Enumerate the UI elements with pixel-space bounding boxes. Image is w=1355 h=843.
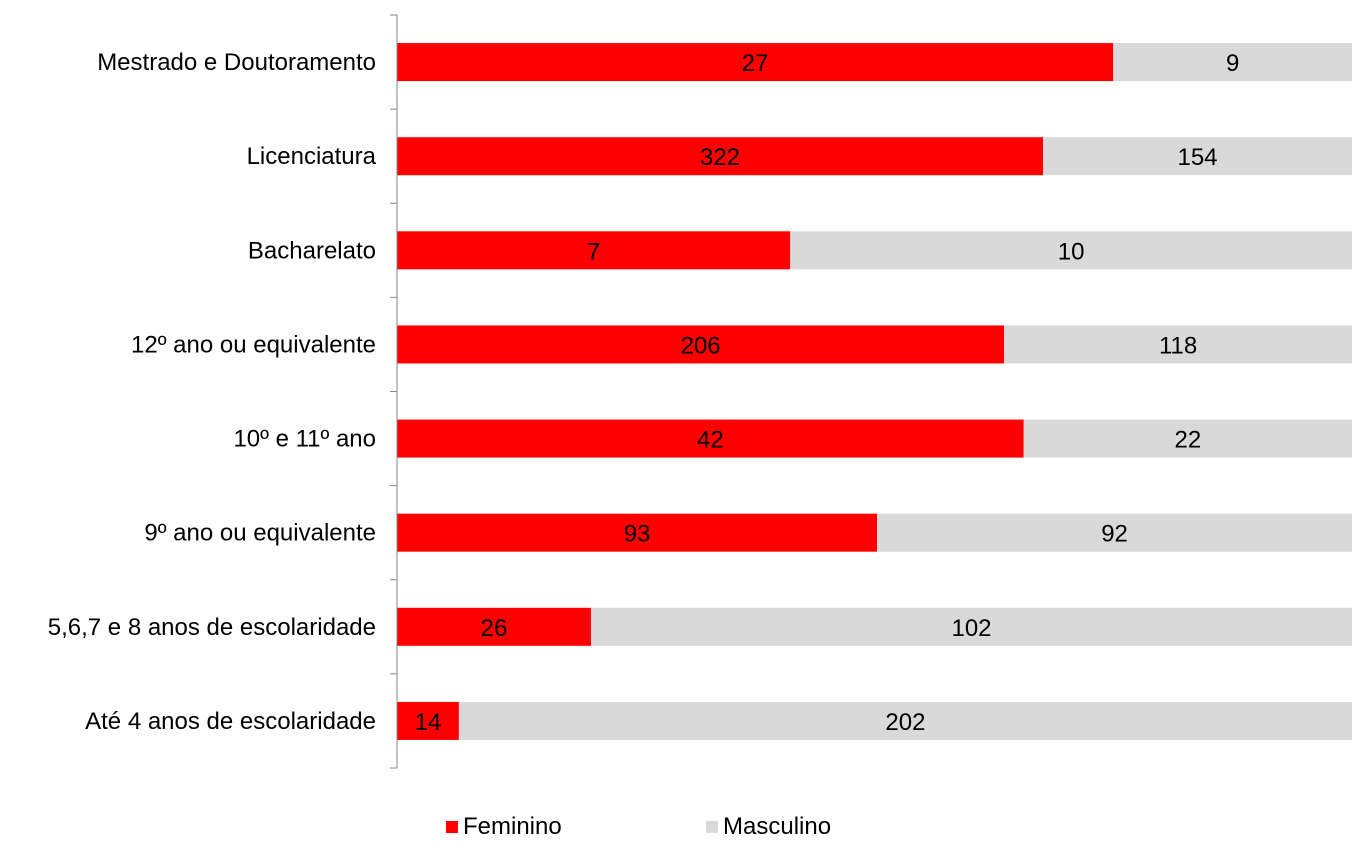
bar-feminino-9-ano-ou-equivalente: [397, 513, 878, 552]
data-label-masculino-mestrado-e-doutoramento: 9: [1226, 50, 1239, 77]
data-label-masculino-ate-4-anos-de-escolaridade: 202: [885, 709, 925, 736]
bars-group: [397, 43, 1352, 740]
data-label-masculino-licenciatura: 154: [1177, 144, 1217, 171]
data-label-feminino-mestrado-e-doutoramento: 27: [742, 50, 769, 77]
bar-masculino-12-ano-ou-equivalente: [1004, 325, 1352, 364]
bar-masculino-10-e-11-ano: [1023, 419, 1352, 458]
data-label-feminino-12-ano-ou-equivalente: 206: [681, 332, 721, 359]
bar-masculino-5-6-7-e-8-anos-de-escolaridade: [590, 607, 1352, 646]
bar-feminino-ate-4-anos-de-escolaridade: [397, 701, 459, 740]
legend-swatch-masculino: [706, 821, 718, 833]
category-label-10-e-11-ano: 10º e 11º ano: [233, 426, 376, 453]
bar-masculino-licenciatura: [1043, 137, 1352, 176]
legend-swatch-feminino: [446, 821, 458, 833]
category-label-12-ano-ou-equivalente: 12º ano ou equivalente: [131, 331, 376, 358]
data-label-feminino-ate-4-anos-de-escolaridade: 14: [415, 709, 442, 736]
data-label-masculino-9-ano-ou-equivalente: 92: [1101, 521, 1128, 548]
data-label-masculino-bacharelato: 10: [1058, 238, 1085, 265]
data-label-masculino-12-ano-ou-equivalente: 118: [1159, 332, 1197, 359]
bar-feminino-12-ano-ou-equivalente: [397, 325, 1005, 364]
legend: Feminino Masculino: [0, 813, 1355, 843]
data-label-feminino-licenciatura: 322: [700, 144, 740, 171]
category-label-9-ano-ou-equivalente: 9º ano ou equivalente: [144, 520, 376, 547]
bar-feminino-bacharelato: [397, 231, 791, 270]
bar-feminino-10-e-11-ano: [397, 419, 1024, 458]
category-label-mestrado-e-doutoramento: Mestrado e Doutoramento: [97, 49, 376, 76]
category-axis: [390, 14, 398, 769]
bar-masculino-9-ano-ou-equivalente: [877, 513, 1352, 552]
data-label-feminino-bacharelato: 7: [587, 238, 600, 265]
data-label-feminino-5-6-7-e-8-anos-de-escolaridade: 26: [481, 615, 508, 642]
bar-feminino-licenciatura: [397, 137, 1044, 176]
legend-label-masculino: Masculino: [723, 813, 832, 840]
bar-masculino-bacharelato: [790, 231, 1352, 270]
bar-masculino-mestrado-e-doutoramento: [1113, 43, 1352, 82]
legend-item-masculino: Masculino: [706, 813, 831, 841]
data-label-feminino-10-e-11-ano: 42: [697, 427, 724, 454]
bar-masculino-ate-4-anos-de-escolaridade: [458, 701, 1352, 740]
labels-group: Mestrado e Doutoramento 27 9 Licenciatura 32…: [48, 49, 1240, 736]
data-label-masculino-5-6-7-e-8-anos-de-escolaridade: 102: [951, 615, 991, 642]
category-label-bacharelato: Bacharelato: [248, 237, 376, 264]
bar-feminino-5-6-7-e-8-anos-de-escolaridade: [397, 607, 591, 646]
data-label-masculino-10-e-11-ano: 22: [1175, 427, 1202, 454]
bar-feminino-mestrado-e-doutoramento: [397, 43, 1114, 82]
category-label-5-6-7-e-8-anos-de-escolaridade: 5,6,7 e 8 anos de escolaridade: [48, 614, 376, 641]
legend-label-feminino: Feminino: [463, 813, 562, 840]
legend-item-feminino: Feminino: [446, 813, 562, 841]
data-label-feminino-9-ano-ou-equivalente: 93: [624, 521, 651, 548]
category-label-licenciatura: Licenciatura: [247, 143, 377, 170]
category-label-ate-4-anos-de-escolaridade: Até 4 anos de escolaridade: [85, 708, 376, 735]
